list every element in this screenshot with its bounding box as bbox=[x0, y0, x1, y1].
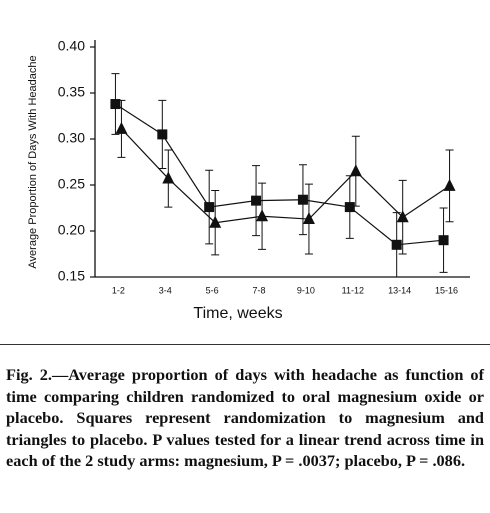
chart: Average Proportion of Days With Headache… bbox=[27, 38, 470, 322]
triangle-marker bbox=[349, 164, 362, 177]
x-tick-label: 3-4 bbox=[159, 285, 172, 295]
square-marker bbox=[204, 202, 215, 213]
triangle-marker bbox=[256, 209, 269, 222]
x-tick-label: 13-14 bbox=[388, 285, 411, 295]
series-line bbox=[121, 128, 450, 224]
triangle-marker bbox=[115, 121, 128, 134]
series-line bbox=[115, 103, 444, 246]
y-tick-label: 0.25 bbox=[58, 176, 85, 192]
y-tick-label: 0.35 bbox=[58, 84, 85, 100]
square-marker bbox=[157, 129, 168, 140]
square-marker bbox=[110, 99, 121, 110]
triangle-marker bbox=[162, 171, 175, 184]
x-tick-label: 11-12 bbox=[342, 285, 364, 295]
square-marker bbox=[391, 239, 402, 250]
x-tick-label: 15-16 bbox=[435, 285, 458, 295]
square-marker bbox=[344, 202, 355, 213]
divider bbox=[0, 344, 490, 345]
y-tick-label: 0.40 bbox=[58, 38, 85, 54]
figure-caption: Fig. 2.—Average proportion of days with … bbox=[6, 365, 484, 470]
triangle-marker bbox=[396, 210, 409, 223]
y-axis-label: Average Proportion of Days With Headache bbox=[27, 55, 39, 268]
x-tick-label: 5-6 bbox=[206, 285, 219, 295]
triangle-marker bbox=[209, 215, 222, 228]
x-axis-label: Time, weeks bbox=[193, 305, 282, 322]
x-tick-label: 7-8 bbox=[253, 285, 266, 295]
square-marker bbox=[438, 235, 449, 246]
y-tick-label: 0.20 bbox=[58, 222, 85, 238]
square-marker bbox=[297, 194, 308, 205]
y-tick-label: 0.15 bbox=[58, 268, 85, 284]
triangle-marker bbox=[443, 178, 456, 191]
triangle-marker bbox=[302, 212, 315, 225]
x-tick-label: 1-2 bbox=[112, 285, 125, 295]
square-marker bbox=[251, 195, 262, 206]
y-tick-label: 0.30 bbox=[58, 130, 85, 146]
x-tick-label: 9-10 bbox=[297, 285, 315, 295]
